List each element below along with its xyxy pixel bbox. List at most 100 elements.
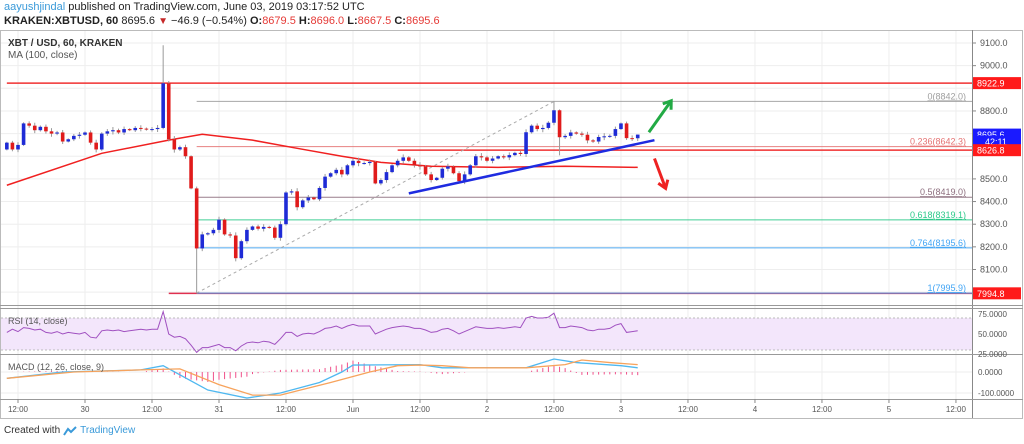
candle bbox=[451, 165, 456, 175]
time-tick-label: Jun bbox=[347, 405, 360, 414]
candle bbox=[395, 158, 400, 168]
candle-body bbox=[166, 83, 171, 140]
candle-body bbox=[111, 130, 115, 132]
candle-body bbox=[21, 123, 26, 145]
arrow-head bbox=[662, 98, 673, 110]
candle bbox=[150, 127, 154, 132]
legend-title[interactable]: XBT / USD, 60, KRAKEN bbox=[8, 38, 122, 49]
arrow-down-icon[interactable] bbox=[653, 157, 670, 191]
candle bbox=[206, 232, 210, 236]
candle-body bbox=[256, 226, 260, 229]
candle-body bbox=[591, 140, 595, 142]
candle-body bbox=[172, 139, 177, 150]
arrow-up-icon[interactable] bbox=[647, 98, 673, 134]
candle-body bbox=[300, 200, 305, 208]
candle bbox=[541, 124, 545, 133]
tradingview-link[interactable]: TradingView bbox=[80, 425, 136, 436]
candle bbox=[183, 144, 188, 159]
candle bbox=[619, 122, 623, 130]
candle-body bbox=[451, 166, 456, 174]
candle-body bbox=[585, 134, 590, 141]
candle bbox=[351, 158, 355, 168]
legend-rsi[interactable]: RSI (14, close) bbox=[8, 316, 68, 326]
candle bbox=[317, 186, 322, 202]
candle bbox=[228, 232, 232, 238]
candle-body bbox=[228, 234, 232, 236]
candle-body bbox=[99, 133, 104, 150]
candle bbox=[608, 134, 612, 138]
candle-body bbox=[490, 158, 495, 161]
candle bbox=[16, 142, 20, 153]
candle-body bbox=[5, 142, 9, 150]
candle-body bbox=[552, 110, 556, 123]
macd-tick-label: 0.0000 bbox=[978, 368, 1003, 377]
candle bbox=[524, 129, 528, 157]
time-tick-label: 2 bbox=[485, 405, 490, 414]
price-tick-label: 8300.0 bbox=[980, 219, 1008, 229]
author-link[interactable]: aayushjindal bbox=[4, 1, 66, 13]
candle bbox=[278, 221, 283, 241]
candle bbox=[300, 198, 305, 209]
high-label: H: bbox=[298, 15, 311, 27]
chart-border bbox=[0, 30, 1023, 419]
candle-body bbox=[407, 157, 411, 161]
price-tag-label: 8922.9 bbox=[977, 79, 1005, 89]
candle-body bbox=[401, 157, 406, 161]
candle bbox=[99, 132, 104, 151]
candle bbox=[496, 155, 500, 160]
candle bbox=[200, 231, 205, 252]
candle bbox=[261, 224, 266, 232]
high-value: 8696.0 bbox=[310, 15, 345, 27]
candle-body bbox=[194, 188, 199, 249]
rsi-tick-label: 50.0000 bbox=[978, 330, 1007, 339]
price-tick-label: 9000.0 bbox=[980, 61, 1008, 71]
trend-line[interactable] bbox=[408, 138, 655, 195]
candle-body bbox=[423, 166, 428, 175]
candle-body bbox=[94, 142, 98, 150]
tradingview-logo-icon bbox=[63, 425, 77, 436]
candle-body bbox=[529, 125, 534, 133]
candle bbox=[401, 154, 406, 164]
candle-body bbox=[367, 161, 372, 164]
candle-body bbox=[83, 132, 87, 135]
candle-body bbox=[77, 134, 82, 136]
candle bbox=[507, 152, 512, 161]
symbol: KRAKEN:XBTUSD, 60 bbox=[4, 15, 119, 27]
candle-body bbox=[189, 156, 193, 189]
candle-body bbox=[200, 234, 205, 249]
candle-body bbox=[27, 123, 31, 126]
candle-body bbox=[429, 174, 433, 181]
candle bbox=[21, 122, 26, 147]
candle-body bbox=[60, 132, 65, 142]
candle bbox=[345, 163, 350, 176]
fib-trend-line[interactable] bbox=[196, 100, 555, 294]
candle-body bbox=[563, 135, 567, 138]
fib-level-label: 0.5(8419.0) bbox=[920, 187, 966, 197]
candle-body bbox=[289, 191, 294, 193]
candle bbox=[155, 124, 160, 133]
candle bbox=[116, 128, 121, 135]
legend-ma[interactable]: MA (100, close) bbox=[8, 50, 77, 61]
arrow-head bbox=[657, 179, 670, 191]
candle-body bbox=[373, 161, 378, 184]
candle bbox=[161, 45, 165, 130]
candle bbox=[596, 134, 601, 144]
candle bbox=[256, 224, 260, 231]
candle bbox=[77, 132, 82, 139]
candle bbox=[334, 167, 339, 176]
candle-body bbox=[284, 192, 288, 225]
candle bbox=[5, 141, 9, 151]
candle bbox=[367, 159, 372, 166]
candle-body bbox=[608, 135, 612, 137]
time-tick-label: 5 bbox=[887, 405, 892, 414]
candle bbox=[568, 129, 573, 139]
candle-body bbox=[273, 227, 277, 238]
candle bbox=[591, 139, 595, 143]
close-value: 8695.6 bbox=[405, 15, 440, 27]
price-tag bbox=[973, 77, 1021, 90]
candle-body bbox=[88, 132, 93, 143]
legend-macd[interactable]: MACD (12, 26, close, 9) bbox=[8, 362, 104, 372]
time-tick-label: 12:00 bbox=[678, 405, 699, 414]
candle bbox=[189, 155, 193, 190]
